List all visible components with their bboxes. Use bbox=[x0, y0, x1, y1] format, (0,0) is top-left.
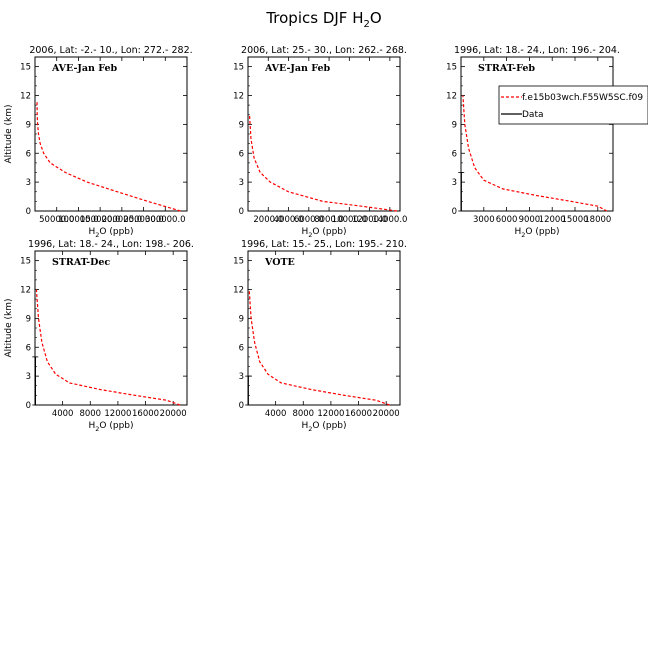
panel-label: STRAT-Feb bbox=[478, 63, 535, 74]
y-tick-label: 15 bbox=[446, 63, 457, 73]
panel-2: 2006, Lat: 25.- 30., Lon: 262.- 268. AVE-… bbox=[233, 45, 407, 239]
y-axis-label: Altitude (km) bbox=[4, 104, 14, 163]
x-tick-label: 18000 bbox=[584, 215, 611, 225]
x-tick-label: 16000 bbox=[132, 409, 159, 419]
y-tick-label: 12 bbox=[20, 92, 31, 102]
x-tick-label: 200000.0 bbox=[102, 215, 143, 225]
y-tick-label: 0 bbox=[26, 401, 31, 411]
y-tick-label: 12 bbox=[446, 92, 457, 102]
y-tick-label: 15 bbox=[20, 257, 31, 267]
panel-header: 1996, Lat: 18.- 24., Lon: 198.- 206. bbox=[28, 239, 194, 250]
panel-header: 2006, Lat: 25.- 30., Lon: 262.- 268. bbox=[241, 45, 407, 56]
x-tick-label: 4000.0 bbox=[274, 215, 304, 225]
x-tick-label: 3000 bbox=[473, 215, 495, 225]
y-tick-label: 3 bbox=[26, 178, 31, 188]
y-tick-label: 12 bbox=[233, 286, 244, 296]
y-tick-label: 9 bbox=[26, 314, 31, 324]
x-tick-label: 8000.0 bbox=[314, 215, 344, 225]
y-tick-label: 9 bbox=[26, 120, 31, 130]
y-tick-label: 3 bbox=[452, 178, 457, 188]
panel-1: 2006, Lat: -2.- 10., Lon: 272.- 282. AVE-… bbox=[4, 45, 193, 239]
panel-5: 1996, Lat: 15.- 25., Lon: 195.- 210. VOTE… bbox=[233, 239, 407, 433]
y-tick-label: 6 bbox=[26, 149, 31, 159]
x-tick-label: 6000 bbox=[496, 215, 518, 225]
x-tick-label: 12000 bbox=[104, 409, 131, 419]
x-tick-label: 8000 bbox=[292, 409, 314, 419]
x-tick-label: 150000.0 bbox=[80, 215, 121, 225]
x-tick-label: 9000 bbox=[519, 215, 541, 225]
plot-frame bbox=[34, 56, 188, 212]
x-tick-label: 12000.0 bbox=[352, 215, 387, 225]
y-tick-label: 9 bbox=[239, 120, 244, 130]
x-axis-label: H2O (ppb) bbox=[301, 421, 346, 433]
y-tick-label: 3 bbox=[26, 372, 31, 382]
plot-frame bbox=[247, 250, 401, 406]
legend-box bbox=[498, 85, 648, 125]
x-axis-label: H2O (ppb) bbox=[88, 421, 133, 433]
x-tick-label: 300000.0 bbox=[145, 215, 186, 225]
x-tick-label: 12000 bbox=[317, 409, 344, 419]
panel-header: 2006, Lat: -2.- 10., Lon: 272.- 282. bbox=[29, 45, 192, 56]
y-tick-label: 15 bbox=[233, 257, 244, 267]
legend-model-label: f.e15b03wch.F55W5SC.f09 bbox=[522, 93, 643, 103]
panels: 2006, Lat: -2.- 10., Lon: 272.- 282. AVE-… bbox=[4, 45, 648, 433]
plot-frame bbox=[34, 250, 188, 406]
x-tick-label: 50000.0 bbox=[39, 215, 74, 225]
plot-frame bbox=[247, 56, 401, 212]
y-tick-label: 6 bbox=[239, 343, 244, 353]
y-tick-label: 12 bbox=[233, 92, 244, 102]
x-tick-label: 12000 bbox=[539, 215, 566, 225]
y-tick-label: 3 bbox=[239, 372, 244, 382]
x-tick-label: 14000.0 bbox=[372, 215, 407, 225]
x-tick-label: 8000 bbox=[79, 409, 101, 419]
y-tick-label: 15 bbox=[233, 63, 244, 73]
x-tick-label: 20000 bbox=[160, 409, 187, 419]
y-tick-label: 9 bbox=[452, 120, 457, 130]
y-tick-label: 15 bbox=[20, 63, 31, 73]
y-tick-label: 0 bbox=[452, 207, 457, 217]
panel-header: 1996, Lat: 15.- 25., Lon: 195.- 210. bbox=[241, 239, 407, 250]
y-tick-label: 6 bbox=[239, 149, 244, 159]
plot-frame bbox=[460, 56, 614, 212]
legend-data-label: Data bbox=[522, 110, 544, 120]
panel-label: VOTE bbox=[264, 257, 295, 268]
y-tick-label: 0 bbox=[239, 401, 244, 411]
y-tick-label: 0 bbox=[239, 207, 244, 217]
x-tick-label: 2000.0 bbox=[253, 215, 283, 225]
x-tick-label: 6000.0 bbox=[294, 215, 324, 225]
model-series-line bbox=[248, 289, 390, 406]
x-axis-label: H2O (ppb) bbox=[301, 227, 346, 239]
panel-header: 1996, Lat: 18.- 24., Lon: 196.- 204. bbox=[454, 45, 620, 56]
x-tick-label: 100000.0 bbox=[58, 215, 99, 225]
x-axis-label: H2O (ppb) bbox=[88, 227, 133, 239]
model-series-line bbox=[36, 100, 181, 212]
model-series-line bbox=[248, 114, 398, 212]
y-tick-label: 6 bbox=[452, 149, 457, 159]
y-axis-label: Altitude (km) bbox=[4, 298, 14, 357]
figure-title: Tropics DJF H2O bbox=[265, 9, 381, 30]
panel-4: 1996, Lat: 18.- 24., Lon: 198.- 206. STRA… bbox=[4, 239, 194, 433]
x-tick-label: 16000 bbox=[345, 409, 372, 419]
x-tick-label: 20000 bbox=[373, 409, 400, 419]
legend: f.e15b03wch.F55W5SC.f09 Data bbox=[498, 85, 648, 125]
x-axis-label: H2O (ppb) bbox=[514, 227, 559, 239]
panel-3: 1996, Lat: 18.- 24., Lon: 196.- 204. STRA… bbox=[446, 45, 648, 239]
model-series-line bbox=[35, 289, 181, 406]
y-tick-label: 3 bbox=[239, 178, 244, 188]
y-tick-label: 6 bbox=[26, 343, 31, 353]
x-tick-label: 15000 bbox=[561, 215, 588, 225]
x-tick-label: 250000.0 bbox=[123, 215, 164, 225]
x-tick-label: 4000 bbox=[52, 409, 74, 419]
model-series-line bbox=[462, 95, 608, 212]
y-tick-label: 0 bbox=[26, 207, 31, 217]
x-tick-label: 10000.0 bbox=[332, 215, 367, 225]
y-tick-label: 12 bbox=[20, 286, 31, 296]
x-tick-label: 4000 bbox=[265, 409, 287, 419]
panel-label: STRAT-Dec bbox=[52, 257, 110, 268]
panel-label: AVE-Jan Feb bbox=[51, 63, 118, 74]
panel-label: AVE-Jan Feb bbox=[264, 63, 331, 74]
y-tick-label: 9 bbox=[239, 314, 244, 324]
